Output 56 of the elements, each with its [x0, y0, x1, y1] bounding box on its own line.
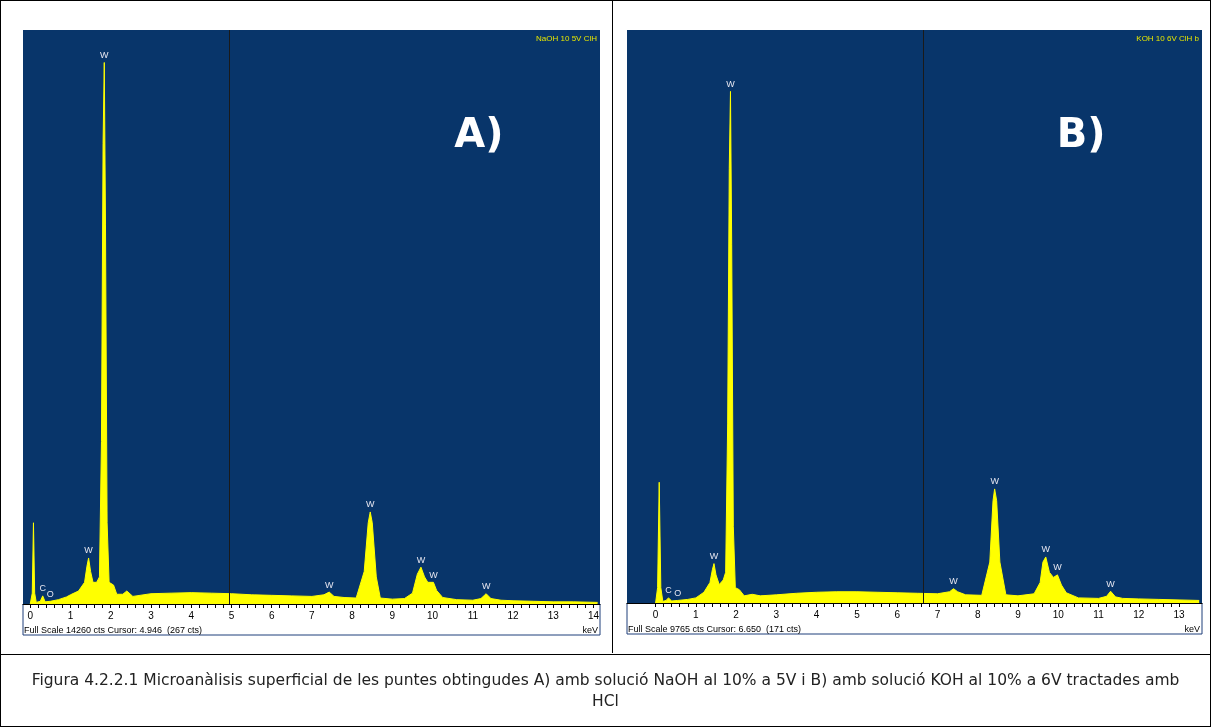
annotation: O	[46, 588, 54, 599]
x-tick-label: 2	[107, 609, 114, 621]
text: KOH 10 6V ClH b	[1136, 33, 1200, 43]
annotation: A)	[454, 110, 504, 156]
x-tick-label: 7	[934, 608, 941, 620]
annotation: W	[990, 476, 1000, 487]
x-tick-label: 1	[67, 609, 74, 621]
x-tick-label: 11	[467, 609, 479, 621]
annotation: W	[726, 78, 736, 89]
x-tick-label: 1	[693, 608, 700, 620]
annotation: W	[100, 49, 110, 60]
x-tick-label: 3	[773, 608, 780, 620]
x-tick-label: 6	[268, 609, 275, 621]
x-tick-label: 2	[733, 608, 740, 620]
x-tick-label: 6	[894, 608, 901, 620]
x-tick-label: 10	[1052, 608, 1065, 620]
text: Figura 4.2.2.1 Microanàlisis superficial de les puntes obtingudes A) amb solució NaOH al 10% a 5V i B) amb solució KOH al 10% a 6V tractades amb HCl	[1, 654, 1210, 726]
annotation: W	[416, 554, 426, 565]
annotation: O	[674, 587, 682, 598]
x-tick-label: 12	[507, 609, 520, 621]
x-tick-label: 3	[148, 609, 155, 621]
x-tick-label: 0	[652, 608, 659, 620]
x-axis-title: keV	[1184, 624, 1200, 634]
annotation: W	[366, 499, 375, 510]
annotation: B)	[1056, 110, 1106, 156]
x-tick-label: 7	[309, 609, 316, 621]
x-axis-title: keV	[582, 625, 598, 635]
x-tick-label: 8	[349, 609, 356, 621]
x-tick-label: 13	[1173, 608, 1186, 620]
text: Full Scale 9765 cts Cursor: 6.650 (171 cts)	[628, 624, 802, 634]
annotation: W	[84, 545, 94, 556]
annotation: W	[481, 581, 491, 592]
x-tick-label: 4	[188, 609, 195, 621]
annotation: W	[324, 579, 334, 590]
text: NaOH 10 5V ClH	[536, 33, 598, 43]
x-tick-label: 5	[854, 608, 861, 620]
annotation: W	[1106, 578, 1116, 589]
x-tick-label: 11	[1093, 608, 1105, 620]
x-tick-label: 4	[813, 608, 820, 620]
text: Full Scale 14260 cts Cursor: 4.946 (267 cts)	[24, 625, 203, 635]
x-tick-label: 8	[974, 608, 981, 620]
annotation: W	[429, 569, 439, 580]
annotation: W	[1053, 562, 1063, 573]
x-tick-label: 14	[588, 609, 600, 621]
annotation: C	[665, 585, 673, 596]
x-tick-label: 13	[547, 609, 560, 621]
x-tick-label: 0	[27, 609, 34, 621]
annotation: W	[1041, 544, 1051, 555]
annotation: C	[39, 583, 47, 594]
x-tick-label: 9	[389, 609, 396, 621]
x-tick-label: 5	[228, 609, 235, 621]
annotation: W	[949, 576, 959, 587]
x-tick-label: 12	[1133, 608, 1145, 620]
x-tick-label: 9	[1015, 608, 1022, 620]
x-tick-label: 10	[427, 609, 439, 621]
annotation: W	[709, 551, 719, 562]
